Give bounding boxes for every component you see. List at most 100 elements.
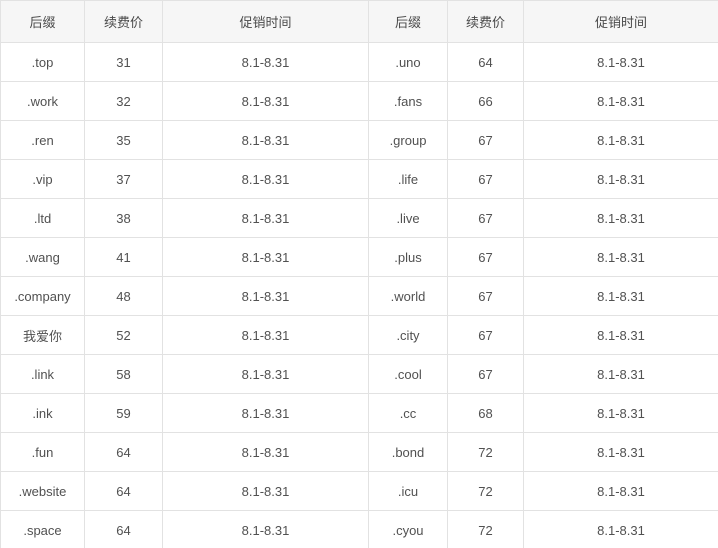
promo-cell: 8.1-8.31 bbox=[162, 159, 369, 199]
suffix-cell: .top bbox=[0, 42, 85, 82]
table-row: .link 58 8.1-8.31 .cool 67 8.1-8.31 bbox=[0, 354, 718, 394]
promo-cell: 8.1-8.31 bbox=[162, 393, 369, 433]
header-row: 后缀 续费价 促销时间 后缀 续费价 促销时间 bbox=[0, 0, 718, 43]
price-cell: 64 bbox=[84, 471, 163, 511]
suffix-cell: .website bbox=[0, 471, 85, 511]
table-row: .fun 64 8.1-8.31 .bond 72 8.1-8.31 bbox=[0, 432, 718, 472]
price-cell: 68 bbox=[447, 393, 524, 433]
table-row: .ink 59 8.1-8.31 .cc 68 8.1-8.31 bbox=[0, 393, 718, 433]
suffix-cell: .uno bbox=[368, 42, 448, 82]
suffix-cell: .wang bbox=[0, 237, 85, 277]
promo-cell: 8.1-8.31 bbox=[162, 510, 369, 548]
price-cell: 41 bbox=[84, 237, 163, 277]
promo-cell: 8.1-8.31 bbox=[162, 354, 369, 394]
promo-cell: 8.1-8.31 bbox=[523, 354, 718, 394]
price-cell: 67 bbox=[447, 237, 524, 277]
header-cell-promo-left: 促销时间 bbox=[162, 0, 369, 43]
suffix-cell: .icu bbox=[368, 471, 448, 511]
price-cell: 64 bbox=[447, 42, 524, 82]
price-cell: 35 bbox=[84, 120, 163, 160]
price-cell: 72 bbox=[447, 471, 524, 511]
price-cell: 66 bbox=[447, 81, 524, 121]
promo-cell: 8.1-8.31 bbox=[523, 393, 718, 433]
suffix-cell: .life bbox=[368, 159, 448, 199]
promo-cell: 8.1-8.31 bbox=[162, 471, 369, 511]
promo-cell: 8.1-8.31 bbox=[523, 237, 718, 277]
suffix-cell: .cc bbox=[368, 393, 448, 433]
suffix-cell: .fun bbox=[0, 432, 85, 472]
price-cell: 67 bbox=[447, 354, 524, 394]
promo-cell: 8.1-8.31 bbox=[523, 510, 718, 548]
promo-cell: 8.1-8.31 bbox=[523, 198, 718, 238]
suffix-cell: 我爱你 bbox=[0, 315, 85, 355]
promo-cell: 8.1-8.31 bbox=[162, 315, 369, 355]
price-cell: 58 bbox=[84, 354, 163, 394]
table-row: .top 31 8.1-8.31 .uno 64 8.1-8.31 bbox=[0, 42, 718, 82]
price-cell: 38 bbox=[84, 198, 163, 238]
promo-cell: 8.1-8.31 bbox=[162, 198, 369, 238]
price-cell: 67 bbox=[447, 120, 524, 160]
header-cell-suffix-left: 后缀 bbox=[0, 0, 85, 43]
table-row: 我爱你 52 8.1-8.31 .city 67 8.1-8.31 bbox=[0, 315, 718, 355]
price-cell: 31 bbox=[84, 42, 163, 82]
promo-cell: 8.1-8.31 bbox=[162, 276, 369, 316]
suffix-cell: .ink bbox=[0, 393, 85, 433]
promo-cell: 8.1-8.31 bbox=[523, 42, 718, 82]
table-row: .ren 35 8.1-8.31 .group 67 8.1-8.31 bbox=[0, 120, 718, 160]
price-cell: 67 bbox=[447, 159, 524, 199]
table-row: .ltd 38 8.1-8.31 .live 67 8.1-8.31 bbox=[0, 198, 718, 238]
suffix-cell: .company bbox=[0, 276, 85, 316]
table-body: .top 31 8.1-8.31 .uno 64 8.1-8.31 .work 32 8.1-8… bbox=[0, 42, 718, 548]
promo-cell: 8.1-8.31 bbox=[162, 81, 369, 121]
price-cell: 59 bbox=[84, 393, 163, 433]
suffix-cell: .work bbox=[0, 81, 85, 121]
suffix-cell: .world bbox=[368, 276, 448, 316]
promo-cell: 8.1-8.31 bbox=[523, 432, 718, 472]
suffix-cell: .city bbox=[368, 315, 448, 355]
header-cell-promo-right: 促销时间 bbox=[523, 0, 718, 43]
suffix-cell: .vip bbox=[0, 159, 85, 199]
promo-cell: 8.1-8.31 bbox=[523, 276, 718, 316]
header-cell-price-right: 续费价 bbox=[447, 0, 524, 43]
price-cell: 48 bbox=[84, 276, 163, 316]
promo-cell: 8.1-8.31 bbox=[523, 81, 718, 121]
suffix-cell: .cyou bbox=[368, 510, 448, 548]
promo-cell: 8.1-8.31 bbox=[162, 42, 369, 82]
price-cell: 37 bbox=[84, 159, 163, 199]
price-cell: 67 bbox=[447, 276, 524, 316]
table-row: .wang 41 8.1-8.31 .plus 67 8.1-8.31 bbox=[0, 237, 718, 277]
suffix-cell: .bond bbox=[368, 432, 448, 472]
suffix-cell: .cool bbox=[368, 354, 448, 394]
suffix-cell: .group bbox=[368, 120, 448, 160]
suffix-cell: .link bbox=[0, 354, 85, 394]
suffix-cell: .live bbox=[368, 198, 448, 238]
price-cell: 67 bbox=[447, 315, 524, 355]
price-cell: 64 bbox=[84, 510, 163, 548]
suffix-cell: .fans bbox=[368, 81, 448, 121]
price-cell: 32 bbox=[84, 81, 163, 121]
price-cell: 67 bbox=[447, 198, 524, 238]
promo-cell: 8.1-8.31 bbox=[523, 120, 718, 160]
promo-cell: 8.1-8.31 bbox=[162, 432, 369, 472]
table-row: .vip 37 8.1-8.31 .life 67 8.1-8.31 bbox=[0, 159, 718, 199]
promo-cell: 8.1-8.31 bbox=[162, 120, 369, 160]
promo-cell: 8.1-8.31 bbox=[523, 315, 718, 355]
promo-cell: 8.1-8.31 bbox=[523, 471, 718, 511]
table-row: .website 64 8.1-8.31 .icu 72 8.1-8.31 bbox=[0, 471, 718, 511]
header-cell-price-left: 续费价 bbox=[84, 0, 163, 43]
price-cell: 52 bbox=[84, 315, 163, 355]
table-row: .company 48 8.1-8.31 .world 67 8.1-8.31 bbox=[0, 276, 718, 316]
header-cell-suffix-right: 后缀 bbox=[368, 0, 448, 43]
promo-cell: 8.1-8.31 bbox=[523, 159, 718, 199]
price-cell: 72 bbox=[447, 510, 524, 548]
table-row: .space 64 8.1-8.31 .cyou 72 8.1-8.31 bbox=[0, 510, 718, 548]
table-row: .work 32 8.1-8.31 .fans 66 8.1-8.31 bbox=[0, 81, 718, 121]
suffix-cell: .ltd bbox=[0, 198, 85, 238]
suffix-cell: .space bbox=[0, 510, 85, 548]
suffix-cell: .plus bbox=[368, 237, 448, 277]
suffix-cell: .ren bbox=[0, 120, 85, 160]
price-cell: 64 bbox=[84, 432, 163, 472]
promo-cell: 8.1-8.31 bbox=[162, 237, 369, 277]
